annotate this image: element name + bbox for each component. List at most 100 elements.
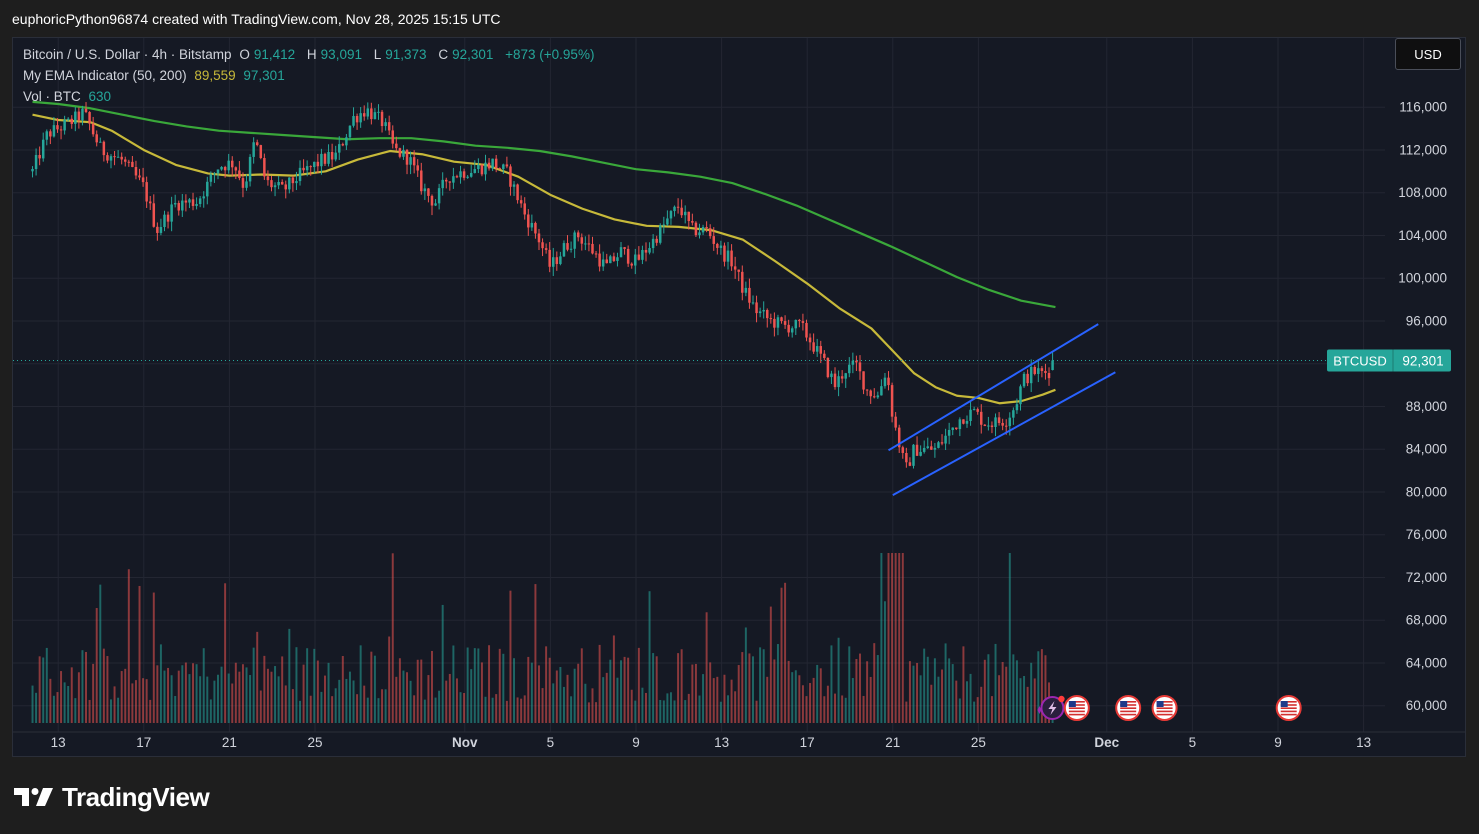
flag-stripe (1068, 713, 1085, 716)
candle-body (594, 253, 598, 255)
candle-body (798, 319, 801, 322)
volume-bar (623, 656, 626, 723)
volume-bar (35, 692, 38, 723)
volume-bar (605, 672, 608, 723)
candle-body (448, 181, 452, 183)
volume-bar (691, 664, 694, 723)
volume-legend[interactable]: Vol · BTC 630 (23, 89, 115, 104)
candle-body (983, 424, 987, 426)
volume-bar (124, 668, 127, 723)
flag-stripe (1156, 713, 1173, 716)
flag-us-icon[interactable] (1275, 695, 1302, 721)
candle-body (263, 158, 266, 177)
price-tag-price: 92,301 (1402, 353, 1443, 368)
candle-body (70, 118, 74, 124)
flag-canton (1156, 701, 1164, 707)
event-lightning-icon[interactable] (1037, 695, 1065, 720)
volume-bar (38, 656, 41, 723)
volume-bar (281, 656, 284, 723)
candle-body (138, 175, 141, 178)
candle-body (580, 237, 584, 244)
candle-body (295, 181, 298, 184)
volume-bar (962, 646, 965, 723)
currency-button[interactable]: USD (1395, 38, 1461, 70)
flag-us-icon[interactable] (1115, 695, 1142, 721)
ema200-value: 97,301 (243, 68, 285, 83)
candle-body (783, 321, 787, 325)
candle-body (95, 134, 98, 143)
volume-bar (598, 644, 601, 723)
candle-body (452, 176, 455, 183)
ema50-value: 89,559 (194, 68, 236, 83)
chart-pane[interactable]: 116,000 112,000 108,000 104,000 100,000 96,00… (12, 37, 1466, 757)
volume-bar (63, 682, 66, 723)
volume-bar (299, 700, 302, 723)
candle-body (701, 226, 705, 233)
volume-bar (752, 656, 754, 723)
candle-body (345, 137, 348, 146)
candle-body (562, 243, 566, 257)
candle-body (972, 409, 976, 411)
candle-body (776, 317, 780, 328)
candle-body (291, 177, 295, 184)
grid (13, 38, 1385, 732)
time-tick-label: 13 (1356, 735, 1371, 750)
candle-body (405, 149, 409, 165)
candle-body (462, 171, 466, 178)
flag-us-icon[interactable] (1063, 695, 1090, 721)
volume-bar (409, 680, 412, 723)
candle-body (969, 409, 972, 421)
volume-bar (1033, 678, 1036, 723)
volume-bar (95, 608, 98, 723)
candle-body (320, 153, 323, 167)
candle-body (477, 164, 480, 170)
candle-body (947, 429, 951, 436)
flag-us-icon[interactable] (1151, 695, 1178, 721)
candle-body (298, 167, 302, 182)
volume-bar (987, 654, 990, 723)
price-tick-label: 100,000 (1398, 271, 1447, 286)
time-tick-label: 13 (714, 735, 729, 750)
volume-bar (184, 662, 187, 723)
ema-legend[interactable]: My EMA Indicator (50, 200) 89,559 97,301 (23, 68, 289, 83)
volume-bar (555, 670, 558, 723)
candle-body (666, 218, 669, 225)
volume-bar (120, 671, 123, 723)
volume-bar (31, 685, 34, 723)
candle-body (719, 245, 723, 248)
flag-stripe (1068, 710, 1085, 713)
candle-body (184, 200, 188, 203)
candle-body (156, 226, 159, 233)
candle-body (45, 131, 49, 140)
flag-stripe (1120, 701, 1137, 703)
volume-bar (384, 689, 387, 723)
candle-body (944, 435, 947, 444)
time-tick-label: Nov (452, 735, 478, 750)
volume-bar (805, 696, 808, 723)
candle-body (659, 225, 662, 243)
candle-body (1026, 373, 1029, 384)
price-chart[interactable]: 116,000 112,000 108,000 104,000 100,000 96,00… (13, 38, 1465, 756)
candle-body (38, 155, 41, 159)
candle-body (502, 164, 505, 169)
candle-body (826, 357, 830, 378)
candle-body (216, 169, 220, 174)
volume-label[interactable]: Vol · BTC (23, 89, 81, 104)
ema-label[interactable]: My EMA Indicator (50, 200) (23, 68, 187, 83)
time-tick-label: 5 (547, 735, 555, 750)
price-tag[interactable]: BTCUSD 92,301 (1327, 349, 1451, 372)
candle-body (516, 184, 519, 201)
symbol-title[interactable]: Bitcoin / U.S. Dollar · 4h · Bitstamp (23, 47, 232, 62)
time-tick-label: 9 (632, 735, 640, 750)
candle-body (726, 250, 730, 262)
volume-bar (916, 662, 919, 723)
candle-body (712, 236, 716, 244)
volume-bar (324, 675, 326, 723)
volume-bar (612, 635, 615, 723)
volume-bar (862, 695, 865, 723)
candle-body (398, 148, 402, 157)
volume-bar (873, 643, 876, 723)
volume-bar (620, 660, 623, 723)
volume-bar (680, 649, 683, 723)
